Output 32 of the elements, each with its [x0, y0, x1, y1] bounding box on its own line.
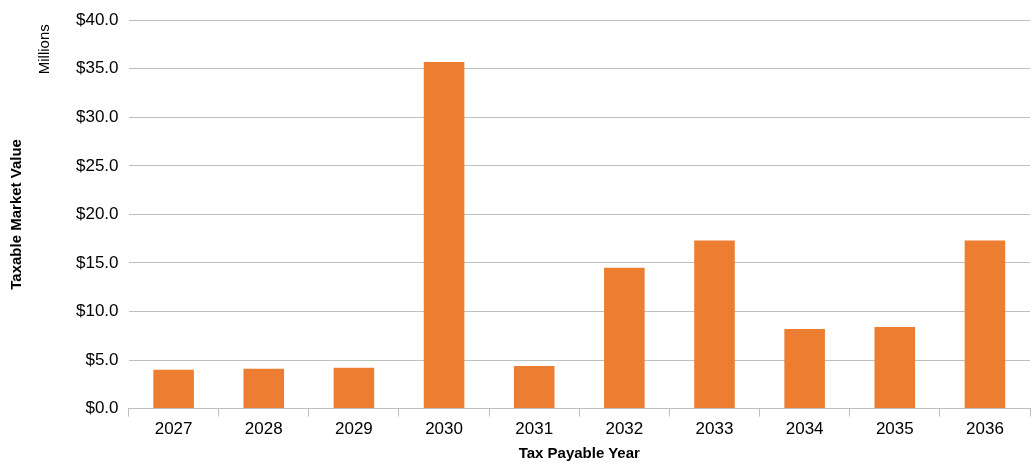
y-tick-label: $25.0: [75, 155, 119, 175]
bar: [153, 369, 194, 409]
x-tick-label: 2027: [154, 419, 193, 439]
text: Millions: [34, 24, 52, 75]
y-tick-label: $15.0: [75, 252, 119, 272]
y-tick-label: $20.0: [75, 204, 119, 224]
y-tick-label: $5.0: [85, 349, 119, 369]
y-tick-label: $10.0: [75, 301, 119, 321]
bar: [333, 367, 375, 409]
x-tick-label: 2032: [605, 419, 644, 439]
y-tick-label: $30.0: [75, 106, 119, 126]
x-tick-label: 2029: [334, 419, 373, 439]
x-tick-label: 2031: [515, 419, 554, 439]
bar: [604, 267, 645, 409]
y-tick-label: $40.0: [75, 9, 119, 29]
bar: [243, 368, 285, 409]
bar: [513, 365, 555, 409]
x-tick-label: 2036: [966, 419, 1004, 439]
y-tick-label: $35.0: [75, 58, 119, 78]
bar: [784, 328, 825, 409]
x-tick-label: 2035: [875, 419, 914, 439]
x-tick-label: 2034: [785, 419, 824, 439]
x-axis-title: Tax Payable Year: [518, 444, 641, 462]
bar: [964, 240, 1006, 409]
x-tick-label: 2030: [425, 419, 463, 439]
x-tick-label: 2028: [244, 419, 283, 439]
bar: [694, 240, 735, 409]
y-tick-label: $0.0: [85, 398, 119, 418]
bar: [874, 327, 916, 409]
bar: [423, 61, 465, 409]
x-tick-label: 2033: [695, 419, 734, 439]
y-axis-title: Taxable Market Value: [7, 139, 25, 290]
